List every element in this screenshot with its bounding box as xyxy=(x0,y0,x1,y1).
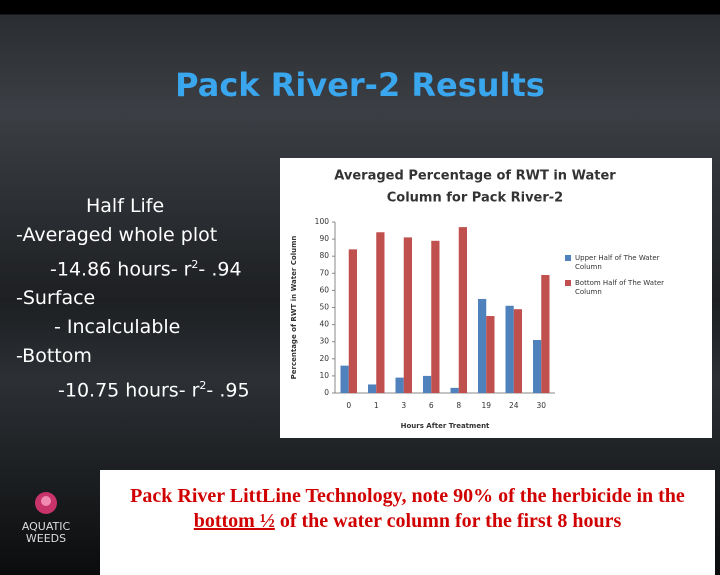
bar xyxy=(505,305,514,393)
bar xyxy=(541,275,550,393)
chart-title: Averaged Percentage of RWT in Water xyxy=(334,169,616,184)
y-tick-label: 40 xyxy=(319,320,329,329)
y-tick-label: 50 xyxy=(319,303,329,312)
text: Pack River LittLine Technology, note 90%… xyxy=(130,485,685,507)
text: of the water column for the first 8 hour… xyxy=(274,510,622,532)
logo-flower xyxy=(35,492,57,514)
x-tick-label: 0 xyxy=(346,401,351,410)
slide-title: Pack River-2 Results xyxy=(175,66,545,104)
x-tick-label: 1 xyxy=(374,401,379,410)
footer-note: Pack River LittLine Technology, note 90%… xyxy=(100,470,715,575)
line: -Surface xyxy=(16,287,96,310)
bar xyxy=(403,237,412,393)
text: -14.86 hours- r xyxy=(50,258,192,281)
x-axis-label: Hours After Treatment xyxy=(401,422,490,430)
x-tick-label: 8 xyxy=(456,401,461,410)
half-life-text: Half Life -Averaged whole plot -14.86 ho… xyxy=(16,192,250,406)
x-tick-label: 24 xyxy=(509,401,519,410)
bar xyxy=(478,298,487,393)
bar xyxy=(376,232,385,393)
bar xyxy=(486,316,495,393)
text: - .95 xyxy=(206,379,250,402)
legend-label: Column xyxy=(575,263,602,271)
x-tick-label: 19 xyxy=(481,401,491,410)
legend-swatch xyxy=(565,255,571,261)
legend-label: Upper Half of The Water xyxy=(575,254,660,262)
text: bottom ½ xyxy=(193,510,275,532)
line: -Averaged whole plot xyxy=(16,224,218,246)
y-tick-label: 30 xyxy=(319,337,329,346)
bar xyxy=(431,240,440,393)
bar xyxy=(368,384,377,393)
line: - Incalculable xyxy=(54,316,181,339)
logo-text: AQUATIC xyxy=(21,520,71,533)
bar xyxy=(395,377,404,393)
bar xyxy=(458,227,467,393)
y-tick-label: 100 xyxy=(315,217,330,226)
bar xyxy=(450,387,459,393)
line: -Bottom xyxy=(16,345,92,368)
bar xyxy=(533,339,542,393)
line: -14.86 hours- r2- .94 xyxy=(16,250,250,284)
y-tick-label: 70 xyxy=(319,268,329,277)
x-tick-label: 30 xyxy=(536,401,546,410)
bar xyxy=(348,249,357,393)
line: -10.75 hours- r2- .95 xyxy=(16,371,250,405)
bar xyxy=(340,365,349,393)
y-axis-label: Percentage of RWT in Water Column xyxy=(290,236,298,380)
heading: Half Life xyxy=(86,195,165,217)
legend-label: Bottom Half of The Water xyxy=(575,279,664,287)
legend-swatch xyxy=(565,280,571,286)
sup: 2 xyxy=(199,379,207,393)
text: -10.75 hours- r xyxy=(58,379,200,402)
bar xyxy=(513,309,522,393)
x-tick-label: 3 xyxy=(401,401,406,410)
text: - .94 xyxy=(198,258,242,281)
sup: 2 xyxy=(191,258,199,271)
bar xyxy=(423,375,432,393)
logo-text: WEEDS xyxy=(25,532,67,545)
logo: AQUATIC WEEDS xyxy=(8,488,84,545)
legend-label: Column xyxy=(575,288,602,296)
y-tick-label: 80 xyxy=(319,251,329,260)
y-tick-label: 0 xyxy=(324,388,329,397)
x-tick-label: 6 xyxy=(429,401,434,410)
chart-title: Column for Pack River-2 xyxy=(387,191,563,206)
y-tick-label: 10 xyxy=(319,371,329,380)
y-tick-label: 60 xyxy=(319,285,329,294)
y-tick-label: 20 xyxy=(319,354,329,363)
chart: Averaged Percentage of RWT in Water Colum… xyxy=(290,169,664,431)
chart-box: Averaged Percentage of RWT in Water Colum… xyxy=(280,158,712,438)
y-tick-label: 90 xyxy=(319,234,329,243)
